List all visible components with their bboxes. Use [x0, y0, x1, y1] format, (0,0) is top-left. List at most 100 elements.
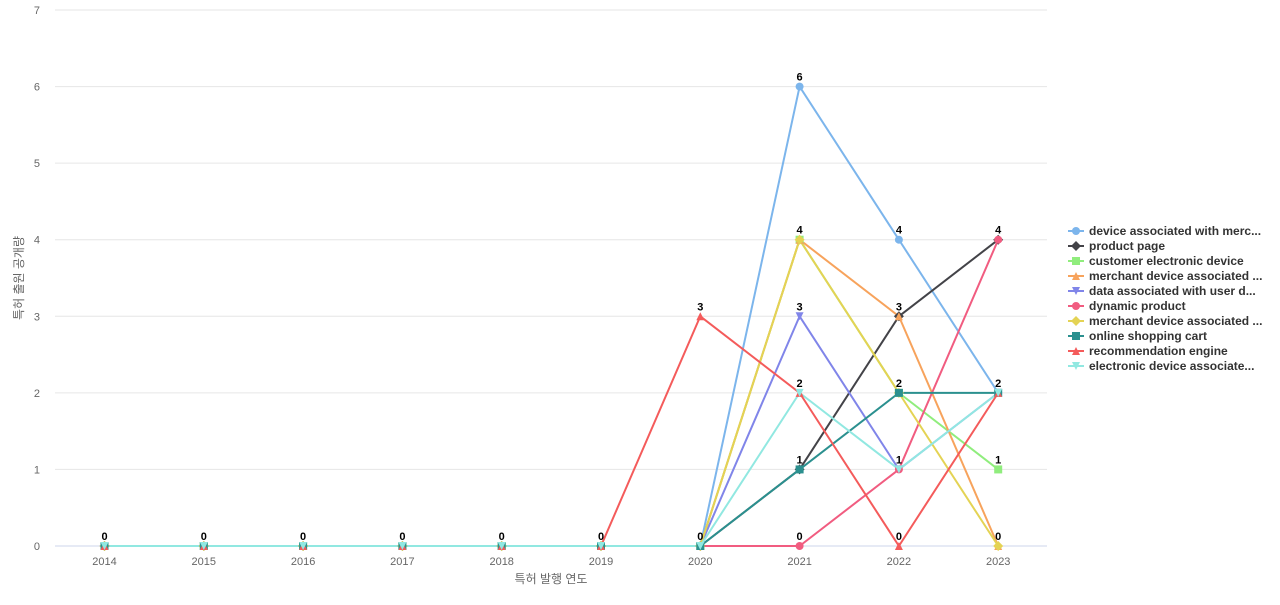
- y-tick-label: 6: [34, 82, 40, 94]
- legend-item: online shopping cart: [1068, 329, 1207, 343]
- data-point: [994, 388, 1003, 397]
- data-label: 2: [896, 378, 902, 390]
- legend-label: dynamic product: [1089, 299, 1186, 313]
- legend-label: electronic device associate...: [1089, 359, 1254, 373]
- series-line: [104, 315, 1000, 547]
- data-point: [100, 542, 109, 550]
- data-label: 0: [896, 531, 902, 543]
- data-label: 0: [300, 531, 306, 543]
- data-label: 4: [797, 225, 804, 237]
- x-tick-label: 2018: [489, 556, 513, 568]
- x-tick-label: 2017: [390, 556, 414, 568]
- x-axis: 2014 2015 2016 2017 2018 2019 2020 2021 2022 2023: [92, 556, 1010, 568]
- y-axis: 0 1 2 3 4 5 6 7: [34, 5, 40, 553]
- data-label: 0: [697, 531, 703, 543]
- legend-marker: [1072, 272, 1080, 280]
- x-tick-label: 2014: [92, 556, 116, 568]
- data-label: 0: [499, 531, 505, 543]
- legend-label: product page: [1089, 239, 1165, 253]
- data-point: [795, 312, 804, 321]
- y-tick-label: 2: [34, 388, 40, 400]
- data-point: [994, 465, 1003, 474]
- x-tick-label: 2019: [589, 556, 613, 568]
- data-point: [894, 542, 903, 550]
- legend-label: data associated with user d...: [1089, 284, 1256, 298]
- grid-lines: [55, 9, 1047, 547]
- x-tick-label: 2022: [887, 556, 911, 568]
- y-tick-label: 1: [34, 464, 40, 476]
- legend-label: device associated with merc...: [1089, 224, 1261, 238]
- data-point: [894, 235, 903, 244]
- data-labels: 0 0 0 0 0 0 3 0 6 4 3 2 1 0 4 3 2 1 0 4 2 1 0: [101, 72, 1002, 543]
- data-point: [696, 312, 705, 321]
- legend-label: recommendation engine: [1089, 344, 1228, 358]
- data-label: 0: [201, 531, 207, 543]
- x-tick-label: 2023: [986, 556, 1010, 568]
- data-point: [398, 542, 407, 550]
- legend-marker: [1072, 332, 1080, 340]
- data-point: [696, 542, 705, 550]
- legend-marker: [1072, 362, 1080, 370]
- series-line: [104, 315, 999, 547]
- legend-item: data associated with user d...: [1068, 284, 1256, 298]
- y-tick-label: 0: [34, 541, 40, 553]
- legend-item: dynamic product: [1068, 299, 1186, 313]
- legend-item: customer electronic device: [1068, 254, 1244, 268]
- legend-marker: [1072, 257, 1080, 265]
- data-label: 4: [995, 225, 1002, 237]
- data-point: [795, 465, 804, 474]
- data-point: [894, 388, 903, 397]
- x-tick-label: 2015: [192, 556, 216, 568]
- legend-label: customer electronic device: [1089, 254, 1244, 268]
- data-point: [795, 82, 804, 91]
- data-label: 6: [797, 72, 803, 84]
- data-label: 3: [896, 301, 902, 313]
- y-tick-label: 4: [34, 235, 40, 247]
- data-label: 1: [995, 454, 1001, 466]
- legend-marker: [1072, 287, 1080, 295]
- legend-item: merchant device associated ...: [1068, 314, 1262, 328]
- x-tick-label: 2020: [688, 556, 712, 568]
- data-point: [199, 542, 208, 550]
- data-label: 2: [995, 378, 1001, 390]
- x-tick-label: 2021: [787, 556, 811, 568]
- data-label: 3: [797, 301, 803, 313]
- legend-marker: [1071, 241, 1081, 251]
- data-label: 0: [995, 531, 1001, 543]
- legend: device associated with merc...product pa…: [1068, 224, 1262, 373]
- data-point: [994, 235, 1003, 244]
- y-axis-title: 특허 출원 공개량: [12, 236, 26, 320]
- data-point: [497, 542, 506, 550]
- data-point: [795, 542, 804, 550]
- data-point: [894, 312, 903, 321]
- legend-item: recommendation engine: [1068, 344, 1228, 358]
- legend-item: merchant device associated ...: [1068, 269, 1262, 283]
- data-label: 2: [797, 378, 803, 390]
- legend-marker: [1071, 316, 1081, 326]
- legend-label: merchant device associated ...: [1089, 269, 1262, 283]
- series-lines: [104, 85, 1000, 547]
- data-label: 0: [399, 531, 405, 543]
- data-label: 3: [697, 301, 703, 313]
- y-tick-label: 5: [34, 158, 40, 170]
- data-label: 4: [896, 225, 903, 237]
- data-label: 0: [797, 531, 803, 543]
- data-label: 0: [598, 531, 604, 543]
- y-tick-label: 3: [34, 311, 40, 323]
- data-point: [597, 542, 605, 550]
- data-label: 1: [896, 454, 902, 466]
- series-line: [104, 391, 999, 547]
- legend-item: product page: [1068, 239, 1165, 253]
- legend-label: online shopping cart: [1089, 329, 1207, 343]
- series-markers: [99, 82, 1004, 551]
- data-label: 1: [797, 454, 803, 466]
- data-point: [299, 542, 308, 550]
- y-tick-label: 7: [34, 5, 40, 17]
- data-point: [795, 388, 804, 397]
- legend-marker: [1072, 227, 1080, 235]
- x-tick-label: 2016: [291, 556, 315, 568]
- legend-item: electronic device associate...: [1068, 359, 1254, 373]
- x-axis-title: 특허 발행 연도: [515, 571, 588, 586]
